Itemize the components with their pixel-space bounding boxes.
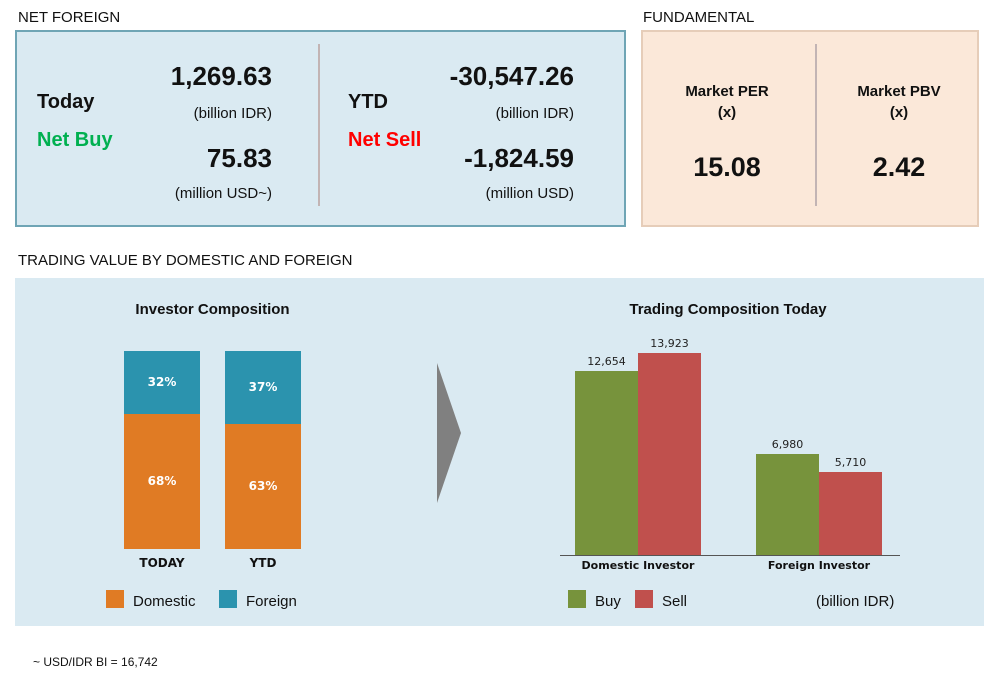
data-label-foreign: 32% xyxy=(147,374,177,389)
x-axis xyxy=(560,555,900,556)
footnote: ~ USD/IDR BI = 16,742 xyxy=(33,655,158,669)
net-foreign-panel xyxy=(15,30,626,227)
ytd-idr-unit: (billion IDR) xyxy=(495,105,574,122)
legend-foreign-swatch xyxy=(219,590,237,608)
bar-foreign xyxy=(225,351,301,425)
divider xyxy=(815,44,817,206)
data-label: 13,923 xyxy=(650,337,689,350)
per-label: Market PER (x) xyxy=(652,81,802,123)
today-label: Today xyxy=(37,91,95,113)
ytd-idr-value: -30,547.26 xyxy=(449,61,574,91)
today-status: Net Buy xyxy=(37,129,113,151)
pbv-label: Market PBV (x) xyxy=(824,81,974,123)
unit-note: (billion IDR) xyxy=(816,593,895,610)
trading-composition-title: Trading Composition Today xyxy=(629,301,827,318)
fundamental-panel xyxy=(641,30,979,227)
bar-sell xyxy=(638,353,701,555)
ytd-usd-unit: (million USD) xyxy=(485,185,574,202)
today-usd-unit: (million USD~) xyxy=(174,185,272,202)
data-label-domestic: 63% xyxy=(248,478,278,493)
bar-buy xyxy=(575,371,638,555)
data-label: 12,654 xyxy=(587,355,626,369)
category-label: Foreign Investor xyxy=(767,559,871,572)
arrow-right-icon xyxy=(437,363,461,503)
today-usd-value: 75.83 xyxy=(206,143,272,173)
legend-sell-swatch xyxy=(635,590,653,608)
trading-title: TRADING VALUE BY DOMESTIC AND FOREIGN xyxy=(18,252,353,269)
ytd-status: Net Sell xyxy=(348,129,422,151)
per-unit: (x) xyxy=(717,104,737,121)
legend-buy: Buy xyxy=(595,593,621,610)
net-foreign-title: NET FOREIGN xyxy=(18,9,121,26)
today-idr-value: 1,269.63 xyxy=(170,61,272,91)
category-label: TODAY xyxy=(139,556,185,570)
legend-buy-swatch xyxy=(568,590,586,608)
ytd-label: YTD xyxy=(348,91,388,113)
data-label: 6,980 xyxy=(771,437,804,451)
legend-domestic-swatch xyxy=(106,590,124,608)
legend-domestic: Domestic xyxy=(133,593,196,610)
bar-domestic xyxy=(124,414,200,549)
today-idr-unit: (billion IDR) xyxy=(193,105,272,122)
per-label-text: Market PER xyxy=(685,83,769,100)
per-value: 15.08 xyxy=(693,152,761,182)
investor-composition-title: Investor Composition xyxy=(135,301,290,318)
bar-domestic xyxy=(225,424,301,549)
category-label: Domestic Investor xyxy=(581,559,695,572)
bar-buy xyxy=(756,453,819,555)
legend-sell: Sell xyxy=(662,593,688,610)
divider xyxy=(318,44,320,206)
pbv-label-text: Market PBV xyxy=(857,83,941,100)
legend-foreign: Foreign xyxy=(246,593,297,610)
bar-sell xyxy=(819,472,882,555)
ytd-usd-value: -1,824.59 xyxy=(464,143,574,173)
data-label-foreign: 37% xyxy=(248,379,278,394)
data-label: 5,710 xyxy=(834,456,867,470)
category-label: YTD xyxy=(249,556,277,570)
data-label-domestic: 68% xyxy=(147,473,177,488)
pbv-unit: (x) xyxy=(889,104,909,121)
pbv-value: 2.42 xyxy=(872,152,926,182)
fundamental-title: FUNDAMENTAL xyxy=(643,9,755,26)
bar-foreign xyxy=(124,351,200,415)
